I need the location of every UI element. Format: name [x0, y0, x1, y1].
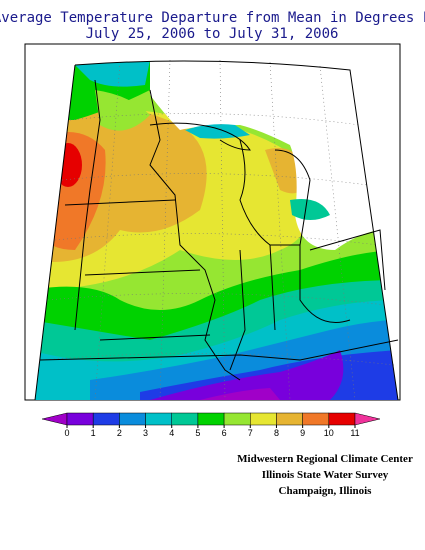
colorbar-bin — [223, 412, 251, 426]
temperature-field — [35, 61, 398, 400]
colorbar-tick-label: 1 — [91, 428, 96, 438]
colorbar-tick-label: 3 — [143, 428, 148, 438]
colorbar-arrow-low — [41, 412, 68, 426]
colorbar-tick-label: 0 — [64, 428, 69, 438]
colorbar-tick-label: 5 — [195, 428, 200, 438]
title-line-1: Average Temperature Departure from Mean … — [0, 10, 425, 26]
title-line-2: July 25, 2006 to July 31, 2006 — [86, 26, 339, 42]
colorbar-tick-label: 11 — [350, 428, 359, 438]
colorbar-tick-label: 9 — [300, 428, 305, 438]
colorbar-bin — [145, 412, 172, 426]
colorbar-bin — [92, 412, 120, 426]
colorbar-bin — [250, 412, 277, 426]
colorbar-bin — [302, 412, 330, 426]
colorbar-tick-label: 4 — [169, 428, 174, 438]
boundaries — [34, 60, 399, 401]
colorbar-bin — [119, 412, 146, 426]
colorbar-tick-label: 7 — [248, 428, 253, 438]
colorbar-arrow-high — [354, 412, 381, 426]
colorbar-bin — [328, 412, 356, 426]
colorbar-bin — [171, 412, 199, 426]
colorbar-tick-label: 8 — [274, 428, 279, 438]
colorbar-tick-label: 6 — [222, 428, 227, 438]
credit-line: Champaign, Illinois — [279, 485, 373, 497]
colorbar-bin — [197, 412, 225, 426]
credit-line: Illinois State Water Survey — [262, 469, 389, 481]
graticule — [41, 59, 395, 401]
colorbar: 0 1 2 3 4 5 6 7 8 9 10 11 — [41, 412, 381, 438]
map — [24, 43, 401, 401]
colorbar-bin — [276, 412, 303, 426]
colorbar-bin — [66, 412, 94, 426]
colorbar-tick-label: 2 — [117, 428, 122, 438]
credit-line: Midwestern Regional Climate Center — [237, 453, 413, 465]
colorbar-tick-label: 10 — [324, 428, 334, 438]
